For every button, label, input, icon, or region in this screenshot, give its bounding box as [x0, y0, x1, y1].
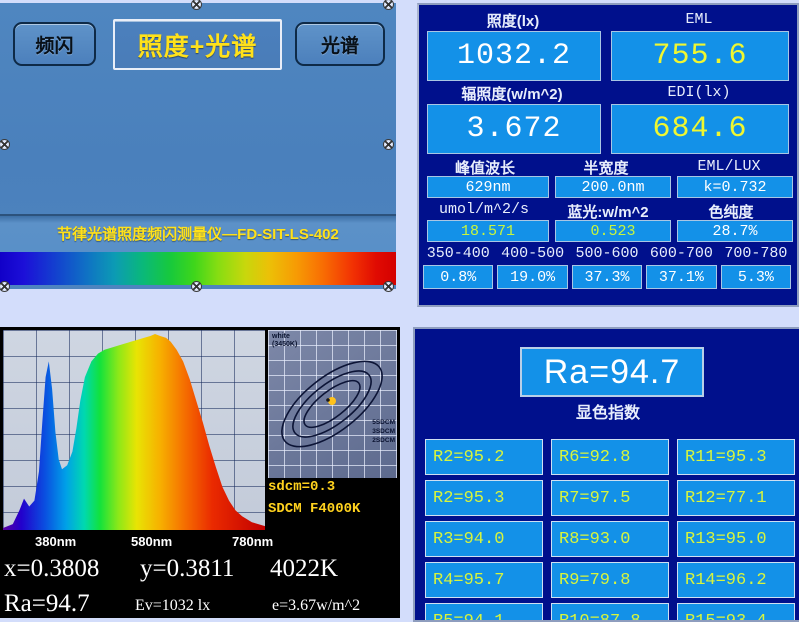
- band-label-row: 350-400 400-500 500-600 600-700 700-780: [421, 245, 793, 262]
- sdcm-ellipses: [281, 360, 383, 448]
- cri-columns: R2=95.2 R2=95.3 R3=94.0 R4=95.7 R5=94.1 …: [425, 439, 795, 620]
- mode-button-lux-spectrum[interactable]: 照度+光谱: [113, 19, 282, 70]
- readout-cie-y: y=0.3811: [140, 555, 235, 582]
- readout-label-illuminance: 照度(lx): [486, 13, 540, 30]
- readout-ra: Ra=94.7: [4, 590, 90, 617]
- ra-value-box: Ra=94.7: [520, 347, 704, 397]
- sdcm-mode: SDCM F4000K: [268, 501, 397, 517]
- band-label-350-400: 350-400: [426, 245, 490, 262]
- sdcm-tag-0: 5SDCM: [372, 419, 395, 426]
- cri-cell: R11=95.3: [677, 439, 795, 475]
- cri-cell: R3=94.0: [425, 521, 543, 557]
- readout-label-color-purity: 色纯度: [708, 204, 754, 221]
- spd-chart: [3, 330, 265, 530]
- cri-cell: R2=95.2: [425, 439, 543, 475]
- band-value-500-600: 37.3%: [571, 265, 643, 289]
- readout-value-peak-wavelength: 629nm: [427, 176, 549, 198]
- spd-axis-labels: 380nm 580nm 780nm: [0, 532, 400, 554]
- spd-curve: [3, 334, 265, 530]
- band-label-400-500: 400-500: [501, 245, 565, 262]
- axis-tick-380: 380nm: [35, 534, 77, 549]
- cie-white-label-line2: (3450K): [272, 341, 298, 348]
- selection-handle-bottom[interactable]: [191, 281, 202, 292]
- cri-panel: Ra=94.7 显色指数 R2=95.2 R2=95.3 R3=94.0 R4=…: [413, 327, 799, 622]
- ra-caption: 显色指数: [575, 405, 640, 422]
- device-footer-title: 节律光谱照度频闪测量仪—FD-SIT-LS-402: [57, 226, 339, 243]
- readout-cie-x: x=0.3808: [4, 555, 100, 582]
- readout-ev: Ev=1032 lx: [135, 597, 211, 614]
- cie-white-label: white (3450K): [272, 333, 297, 349]
- cri-cell: R4=95.7: [425, 562, 543, 598]
- readout-value-irradiance: 3.672: [427, 104, 601, 154]
- band-value-700-780: 5.3%: [720, 265, 792, 289]
- readout-label-edi: EDI(lx): [667, 84, 731, 101]
- cri-cell: R5=94.1: [425, 603, 543, 620]
- mode-button-flicker[interactable]: 频闪: [13, 22, 96, 66]
- readout-label-ppfd: umol/m^2/s: [438, 201, 529, 218]
- mode-button-lux-spectrum-label: 照度+光谱: [137, 32, 258, 61]
- readout-value-color-purity: 28.7%: [677, 220, 793, 242]
- readout-label-blue-light: 蓝光:w/m^2: [567, 204, 649, 221]
- measurement-readout-panel: 照度(lx) EML 1032.2 755.6 辐照度(w/m^2) EDI(l…: [417, 3, 799, 307]
- spectrum-photo: white (3450K) 5SDCM 3SDCM 2SDCM sdcm=0.3…: [0, 327, 400, 618]
- readout-value-ppfd: 18.571: [427, 220, 549, 242]
- mode-button-spectrum-label: 光谱: [320, 35, 359, 57]
- cri-column-2: R6=92.8 R7=97.5 R8=93.0 R9=79.8 R10=87.8: [551, 439, 669, 620]
- band-label-600-700: 600-700: [649, 245, 713, 262]
- sdcm-tag-1: 3SDCM: [372, 428, 395, 435]
- selection-handle-right[interactable]: [383, 139, 394, 150]
- readout-value-eml: 755.6: [611, 31, 789, 81]
- readout-label-peak-wavelength: 峰值波长: [454, 160, 515, 177]
- cri-cell: R15=93.4: [677, 603, 795, 620]
- cri-cell: R9=79.8: [551, 562, 669, 598]
- selection-handle-left[interactable]: [0, 139, 10, 150]
- cri-cell: R13=95.0: [677, 521, 795, 557]
- readout-value-illuminance: 1032.2: [427, 31, 601, 81]
- axis-tick-580: 580nm: [131, 534, 173, 549]
- cie-chromaticity-inset: white (3450K) 5SDCM 3SDCM 2SDCM: [268, 330, 397, 478]
- sdcm-ellipse-tags: 5SDCM 3SDCM 2SDCM: [372, 418, 395, 445]
- readout-value-edi: 684.6: [611, 104, 789, 154]
- spectrum-color-bar: [0, 252, 396, 285]
- cri-cell: R10=87.8: [551, 603, 669, 620]
- device-ui-panel: 频闪 照度+光谱 光谱 节律光谱照度频闪测量仪—FD-SIT-LS-402: [0, 0, 400, 310]
- cie-white-label-line1: white: [272, 333, 290, 340]
- band-label-700-780: 700-780: [724, 245, 788, 262]
- selection-handle-bottom-left[interactable]: [0, 281, 10, 292]
- selection-handle-top-right[interactable]: [383, 0, 394, 10]
- cri-cell: R2=95.3: [425, 480, 543, 516]
- band-value-400-500: 19.0%: [497, 265, 568, 289]
- mode-button-flicker-label: 频闪: [35, 35, 74, 57]
- cri-column-1: R2=95.2 R2=95.3 R3=94.0 R4=95.7 R5=94.1: [425, 439, 543, 620]
- cri-cell: R12=77.1: [677, 480, 795, 516]
- spectrum-photo-panel: white (3450K) 5SDCM 3SDCM 2SDCM sdcm=0.3…: [0, 327, 400, 618]
- readout-label-irradiance: 辐照度(w/m^2): [461, 86, 563, 103]
- cri-cell: R6=92.8: [551, 439, 669, 475]
- selection-handle-top[interactable]: [191, 0, 202, 10]
- axis-tick-780: 780nm: [232, 534, 274, 549]
- readout-e: e=3.67w/m^2: [272, 597, 361, 614]
- readout-cct: 4022K: [270, 555, 339, 582]
- readout-label-half-width: 半宽度: [583, 160, 629, 177]
- cri-cell: R7=97.5: [551, 480, 669, 516]
- mode-button-row: 频闪 照度+光谱 光谱: [0, 18, 396, 70]
- band-value-row: 0.8% 19.0% 37.3% 37.1% 5.3%: [423, 265, 792, 289]
- sdcm-tag-2: 2SDCM: [372, 437, 395, 444]
- band-value-600-700: 37.1%: [646, 265, 717, 289]
- selection-handle-bottom-right[interactable]: [383, 281, 394, 292]
- readout-value-blue-light: 0.523: [555, 220, 671, 242]
- readout-value-half-width: 200.0nm: [555, 176, 671, 198]
- readout-label-eml-lux: EML/LUX: [697, 158, 761, 175]
- device-footer-band: 节律光谱照度频闪测量仪—FD-SIT-LS-402: [0, 214, 396, 256]
- cie-point-marker: [328, 397, 336, 405]
- cri-cell: R8=93.0: [551, 521, 669, 557]
- cri-column-3: R11=95.3 R12=77.1 R13=95.0 R14=96.2 R15=…: [677, 439, 795, 620]
- cri-cell: R14=96.2: [677, 562, 795, 598]
- readout-label-eml: EML: [685, 11, 713, 28]
- mode-button-spectrum[interactable]: 光谱: [295, 22, 385, 66]
- readout-value-eml-lux: k=0.732: [677, 176, 793, 198]
- band-label-500-600: 500-600: [575, 245, 639, 262]
- sdcm-value: sdcm=0.3: [268, 479, 397, 495]
- band-value-350-400: 0.8%: [423, 265, 494, 289]
